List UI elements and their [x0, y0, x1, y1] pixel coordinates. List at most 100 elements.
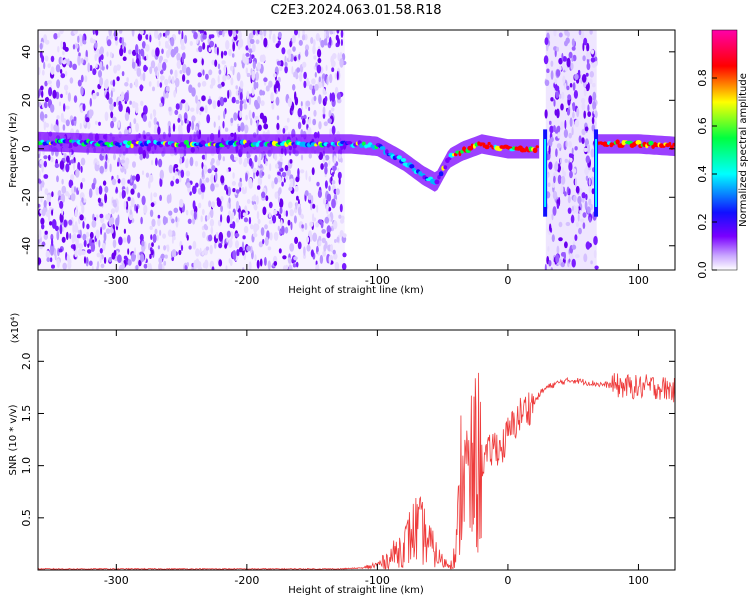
noise-speckle — [572, 102, 575, 107]
noise-speckle — [222, 30, 225, 38]
noise-speckle — [337, 171, 342, 180]
noise-speckle — [157, 218, 161, 227]
noise-speckle — [210, 201, 216, 209]
x-tick-label: 0 — [504, 274, 511, 287]
noise-speckle — [56, 115, 60, 120]
noise-speckle — [186, 182, 191, 189]
noise-speckle — [139, 30, 144, 35]
noise-speckle — [185, 66, 191, 76]
noise-speckle — [226, 74, 230, 80]
colorbar-tick-label: 0.4 — [696, 165, 709, 183]
noise-speckle — [589, 30, 593, 35]
noise-speckle — [180, 244, 184, 251]
noise-speckle — [48, 154, 51, 161]
noise-speckle — [260, 100, 265, 107]
noise-speckle — [561, 52, 564, 61]
noise-speckle — [117, 161, 119, 167]
noise-speckle — [293, 71, 296, 78]
noise-speckle — [317, 48, 322, 58]
noise-speckle — [108, 30, 112, 37]
snr-trace — [38, 372, 675, 570]
noise-speckle — [99, 213, 104, 219]
noise-speckle — [328, 160, 331, 166]
noise-speckle — [57, 190, 62, 198]
noise-speckle — [228, 30, 233, 37]
colorbar: 0.0 0.2 0.4 0.6 0.8 Normalized spectral ampl… — [696, 29, 749, 279]
noise-speckle — [238, 246, 243, 253]
noise-speckle — [554, 78, 558, 85]
noise-speckle — [313, 217, 317, 222]
noise-speckle — [586, 206, 591, 214]
noise-speckle — [329, 92, 332, 102]
noise-speckle — [282, 255, 287, 260]
noise-speckle — [39, 50, 43, 59]
noise-speckle — [56, 258, 60, 269]
noise-speckle — [324, 180, 328, 189]
noise-speckle — [125, 200, 129, 210]
noise-speckle — [592, 91, 597, 102]
noise-speckle — [276, 175, 282, 183]
noise-speckle — [175, 178, 180, 184]
noise-speckle — [332, 165, 337, 171]
noise-speckle — [578, 227, 582, 235]
noise-speckle — [154, 228, 158, 235]
noise-speckle — [205, 246, 210, 251]
noise-speckle — [244, 186, 247, 194]
noise-speckle — [248, 48, 253, 53]
noise-speckle — [84, 75, 88, 83]
noise-speckle — [585, 193, 588, 201]
signal-track-1 — [593, 134, 675, 157]
noise-speckle — [324, 96, 328, 103]
noise-speckle — [158, 40, 161, 47]
noise-speckle — [94, 41, 98, 49]
noise-speckle — [279, 157, 283, 163]
noise-speckle — [326, 205, 329, 215]
y-tick-label: -40 — [20, 237, 33, 255]
noise-speckle — [40, 197, 43, 203]
noise-speckle — [216, 46, 219, 56]
noise-speckle — [273, 261, 278, 266]
noise-speckle — [202, 69, 205, 76]
noise-speckle — [44, 188, 49, 196]
noise-speckle — [555, 148, 558, 158]
edge-streak-core-1 — [595, 139, 598, 207]
colorbar-tick-label: 0.2 — [696, 213, 709, 231]
noise-speckle — [544, 263, 547, 270]
noise-speckle — [75, 237, 78, 248]
noise-speckle — [248, 261, 252, 270]
noise-speckle — [121, 262, 125, 270]
noise-speckle — [98, 202, 104, 207]
noise-speckle — [74, 186, 76, 193]
noise-speckle — [220, 205, 224, 213]
snr-y-axis-label: SNR (10 * v/v) — [8, 404, 19, 475]
noise-speckle — [303, 71, 307, 80]
noise-speckle — [336, 92, 341, 100]
noise-speckle — [123, 200, 127, 210]
noise-speckle — [274, 191, 279, 199]
noise-speckle — [175, 103, 180, 110]
noise-speckle — [547, 182, 551, 187]
noise-speckle — [38, 183, 41, 193]
noise-speckle — [113, 153, 116, 161]
noise-speckle — [566, 85, 570, 91]
noise-speckle — [246, 153, 251, 158]
signal-blob — [396, 155, 402, 160]
noise-speckle — [106, 64, 109, 70]
noise-speckle — [194, 160, 199, 167]
noise-speckle — [206, 114, 211, 124]
noise-speckle — [560, 184, 564, 195]
x-tick-label: -100 — [365, 574, 390, 587]
noise-speckle — [562, 75, 566, 84]
noise-speckle — [257, 185, 261, 190]
noise-speckle — [253, 194, 257, 201]
noise-speckle — [68, 219, 73, 226]
noise-speckle — [110, 111, 114, 119]
noise-speckle — [57, 45, 60, 53]
colorbar-tick-label: 0.8 — [696, 69, 709, 87]
noise-speckle — [125, 157, 130, 166]
noise-speckle — [198, 202, 202, 209]
noise-speckle — [318, 240, 322, 247]
noise-speckle — [574, 177, 577, 187]
noise-speckle — [223, 50, 228, 56]
noise-speckle — [150, 60, 156, 69]
